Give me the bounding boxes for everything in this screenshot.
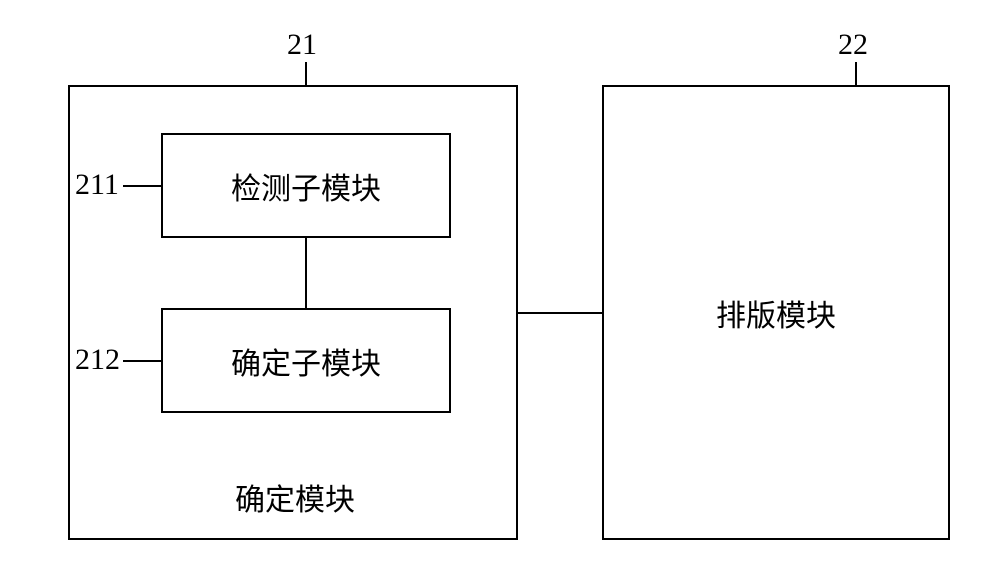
module-21-number: 21 bbox=[287, 28, 317, 62]
module-21-text: 确定模块 bbox=[235, 475, 355, 519]
module-211-leader bbox=[123, 185, 161, 187]
module-212-box: 确定子模块 bbox=[161, 308, 451, 413]
module-212-leader bbox=[123, 360, 161, 362]
module-21-leader bbox=[305, 62, 307, 85]
connector-21-22 bbox=[518, 312, 602, 314]
module-22-number: 22 bbox=[838, 28, 868, 62]
module-22-box: 排版模块 bbox=[602, 85, 950, 540]
diagram-container: 21 确定模块 检测子模块 211 确定子模块 212 排版模块 22 bbox=[0, 0, 1000, 587]
connector-211-212 bbox=[305, 238, 307, 308]
module-212-number: 212 bbox=[75, 343, 120, 377]
module-211-number: 211 bbox=[75, 168, 119, 202]
module-22-text: 排版模块 bbox=[716, 291, 836, 335]
module-22-leader bbox=[855, 62, 857, 85]
module-211-text: 检测子模块 bbox=[231, 164, 381, 208]
module-212-text: 确定子模块 bbox=[231, 339, 381, 383]
module-211-box: 检测子模块 bbox=[161, 133, 451, 238]
